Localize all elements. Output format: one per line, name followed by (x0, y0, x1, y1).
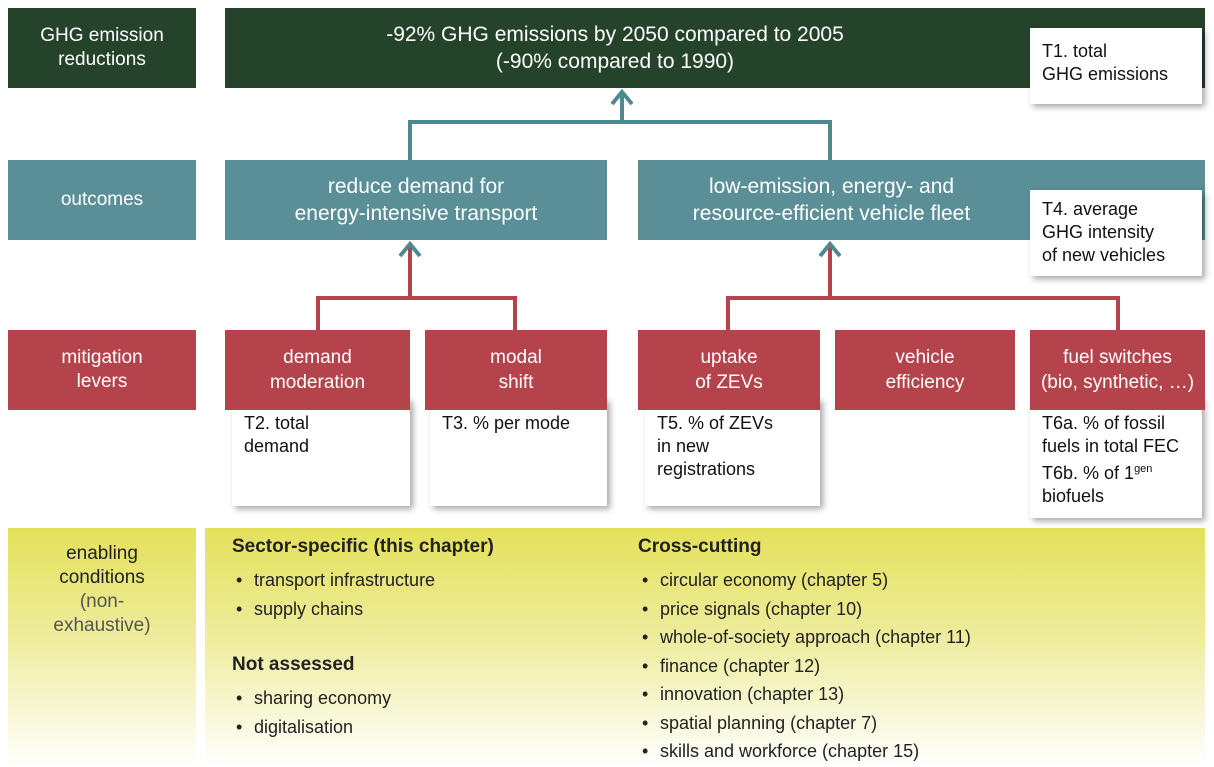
lever-text: uptake (700, 347, 758, 368)
target-text: biofuels (1042, 486, 1105, 506)
target-text: T6b. % of 1 (1042, 463, 1135, 483)
outcome-text: reduce demand for (327, 175, 505, 198)
label: levers (76, 371, 128, 392)
not-assessed: Not assessed sharing economy digitalisat… (232, 654, 391, 741)
label: conditions (59, 567, 145, 588)
bullet-item: supply chains (232, 595, 494, 624)
note: exhaustive) (53, 615, 151, 636)
heading: Cross-cutting (638, 536, 762, 557)
target-text: GHG intensity (1042, 222, 1155, 242)
lever-box: uptake of ZEVs (638, 330, 820, 410)
outcome-connector (408, 88, 832, 162)
superscript: gen (1134, 463, 1153, 475)
goal-text: (-90% compared to 1990) (495, 50, 735, 73)
row-label: outcomes (8, 160, 196, 240)
lever-text: fuel switches (1063, 347, 1172, 368)
bullet-item: finance (chapter 12) (638, 652, 971, 681)
arrow-heads (398, 240, 842, 258)
target-text: fuels in total FEC (1042, 436, 1180, 456)
outcome-box: reduce demand for energy-intensive trans… (225, 160, 607, 240)
outcome-text: low-emission, energy- and (708, 175, 955, 198)
target-text: GHG emissions (1042, 64, 1169, 84)
bullet-item: transport infrastructure (232, 566, 494, 595)
note: (non- (79, 591, 125, 612)
bullet-item: whole-of-society approach (chapter 11) (638, 623, 971, 652)
bullet-item: digitalisation (232, 713, 391, 742)
target-text: T4. average (1042, 199, 1139, 219)
label: enabling (66, 543, 138, 564)
lever-box: fuel switches (bio, synthetic, …) (1030, 330, 1205, 410)
lever-text: efficiency (885, 372, 965, 393)
target-text: T5. % of ZEVs (657, 413, 774, 433)
target-line: T6b. % of 1gen (1042, 458, 1192, 485)
row-label: mitigation levers (8, 330, 196, 410)
heading: Not assessed (232, 654, 355, 675)
target-text: T6a. % of fossil (1042, 413, 1166, 433)
lever-connector (316, 244, 1120, 332)
bullet-item: innovation (chapter 13) (638, 680, 971, 709)
lever-text: of ZEVs (695, 372, 763, 393)
target-text: of new vehicles (1042, 245, 1166, 265)
lever-text: modal (490, 347, 542, 368)
arrow-head (398, 240, 422, 258)
heading: Sector-specific (this chapter) (232, 536, 494, 557)
outcome-text: energy-intensive transport (294, 202, 538, 225)
outcome-text: resource-efficient vehicle fleet (692, 202, 971, 225)
target-box: T4. average GHG intensity of new vehicle… (1030, 190, 1202, 276)
cross-cutting: Cross-cutting circular economy (chapter … (638, 536, 971, 766)
bullet-item: skills and workforce (chapter 15) (638, 737, 971, 766)
row-label: GHG emission reductions (8, 8, 196, 88)
target-text: demand (244, 436, 310, 456)
bullet-item: spatial planning (chapter 7) (638, 709, 971, 738)
target-box: T6a. % of fossil fuels in total FEC T6b.… (1030, 398, 1202, 518)
connector-line (408, 120, 832, 162)
target-text: registrations (657, 459, 756, 479)
goal-text: -92% GHG emissions by 2050 compared to 2… (386, 23, 844, 46)
arrow-head (610, 88, 634, 106)
label: GHG emission reductions (40, 25, 164, 70)
bullet-item: circular economy (chapter 5) (638, 566, 971, 595)
bullet-item: sharing economy (232, 684, 391, 713)
arrow-head (818, 240, 842, 258)
target-text: T1. total (1042, 41, 1108, 61)
connector-line (316, 296, 517, 332)
target-text: in new (657, 436, 710, 456)
connector-line (726, 296, 1120, 332)
target-box: T1. total GHG emissions (1030, 28, 1202, 104)
row-label: enabling conditions (non- exhaustive) (8, 528, 196, 767)
lever-text: moderation (269, 372, 366, 393)
lever-box: demand moderation (225, 330, 410, 410)
lever-text: shift (498, 372, 534, 393)
target-box: T3. % per mode (430, 398, 607, 506)
lever-text: vehicle (895, 347, 955, 368)
lever-text: demand (283, 347, 352, 368)
lever-box: modal shift (425, 330, 607, 410)
target-text: T2. total (244, 413, 310, 433)
target-text: T3. % per mode (442, 413, 571, 433)
label: outcomes (60, 189, 144, 210)
label: mitigation (61, 347, 143, 368)
target-box: T2. total demand (232, 398, 410, 506)
lever-box: vehicle efficiency (835, 330, 1015, 410)
bullet-item: price signals (chapter 10) (638, 595, 971, 624)
sector-specific: Sector-specific (this chapter) transport… (232, 536, 494, 623)
target-box: T5. % of ZEVs in new registrations (645, 398, 820, 506)
lever-text: (bio, synthetic, …) (1040, 372, 1195, 393)
